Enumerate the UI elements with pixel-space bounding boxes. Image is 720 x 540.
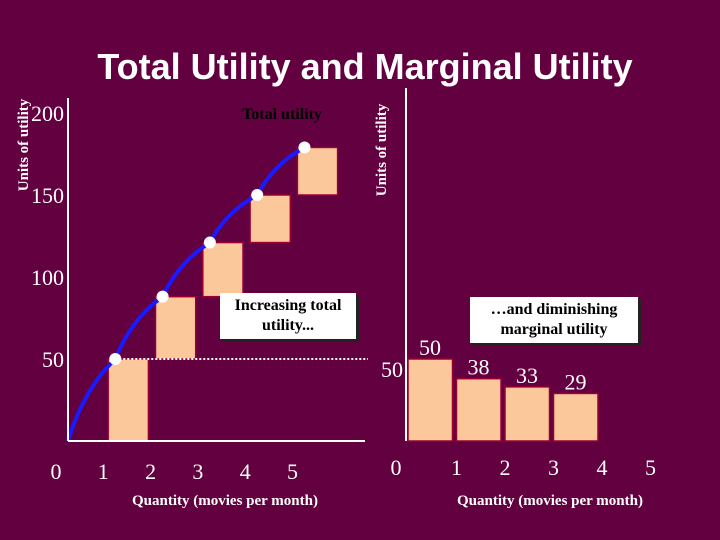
right-x-tick-label: 5: [645, 455, 656, 480]
left-y-tick-label: 100: [31, 265, 64, 290]
marginal-utility-value-label: 38: [468, 355, 490, 380]
marginal-utility-bar-1: [407, 358, 454, 442]
total-utility-point-3: [203, 236, 216, 249]
right-x-tick-label: 0: [391, 455, 402, 480]
left-y-tick-label: 150: [31, 183, 64, 208]
marginal-utility-bar-3: [504, 386, 551, 442]
diminishing-marginal-utility-callout: …and diminishing marginal utility: [470, 297, 638, 343]
total-utility-chart: 50 100 150 200 0 1 2 3 4 5 Quantity (movies per mo…: [16, 98, 368, 509]
total-utility-step-3: [202, 241, 244, 298]
marginal-utility-value-label: 50: [419, 335, 441, 360]
left-y-axis-title: Units of utility: [16, 98, 32, 191]
total-utility-step-4: [249, 194, 292, 244]
total-utility-step-2: [154, 295, 197, 360]
total-utility-step-1: [107, 358, 150, 442]
page-title: Total Utility and Marginal Utility: [97, 46, 633, 87]
total-utility-point-4: [251, 189, 264, 201]
left-x-tick-label: 5: [287, 459, 298, 484]
marginal-utility-value-label: 33: [516, 363, 538, 388]
left-x-tick-label: 0: [51, 459, 62, 484]
total-utility-point-5: [298, 141, 311, 154]
right-x-tick-label: 4: [597, 455, 608, 480]
left-y-tick-label: 50: [42, 347, 64, 372]
right-x-axis-title: Quantity (movies per month): [457, 493, 643, 509]
left-x-axis-title: Quantity (movies per month): [132, 493, 318, 509]
total-utility-point-2: [156, 290, 169, 303]
marginal-utility-bar-2: [455, 377, 502, 442]
left-y-tick-label: 200: [31, 101, 64, 126]
marginal-utility-bar-4: [552, 392, 599, 442]
right-x-tick-label: 2: [500, 455, 511, 480]
marginal-utility-value-label: 29: [565, 369, 587, 394]
increasing-total-utility-callout: Increasing total utility...: [220, 293, 356, 339]
total-utility-step-5: [296, 146, 339, 196]
right-x-tick-label: 1: [451, 455, 462, 480]
right-x-tick-label: 3: [548, 455, 559, 480]
total-utility-point-1: [109, 353, 122, 365]
total-utility-curve-label: Total utility: [242, 106, 322, 123]
right-y-axis-title: Units of utility: [374, 103, 390, 196]
left-x-tick-label: 1: [98, 459, 109, 484]
left-x-tick-label: 2: [145, 459, 156, 484]
left-x-tick-label: 3: [192, 459, 203, 484]
right-y-tick-label: 50: [381, 357, 403, 382]
left-x-tick-label: 4: [240, 459, 251, 484]
